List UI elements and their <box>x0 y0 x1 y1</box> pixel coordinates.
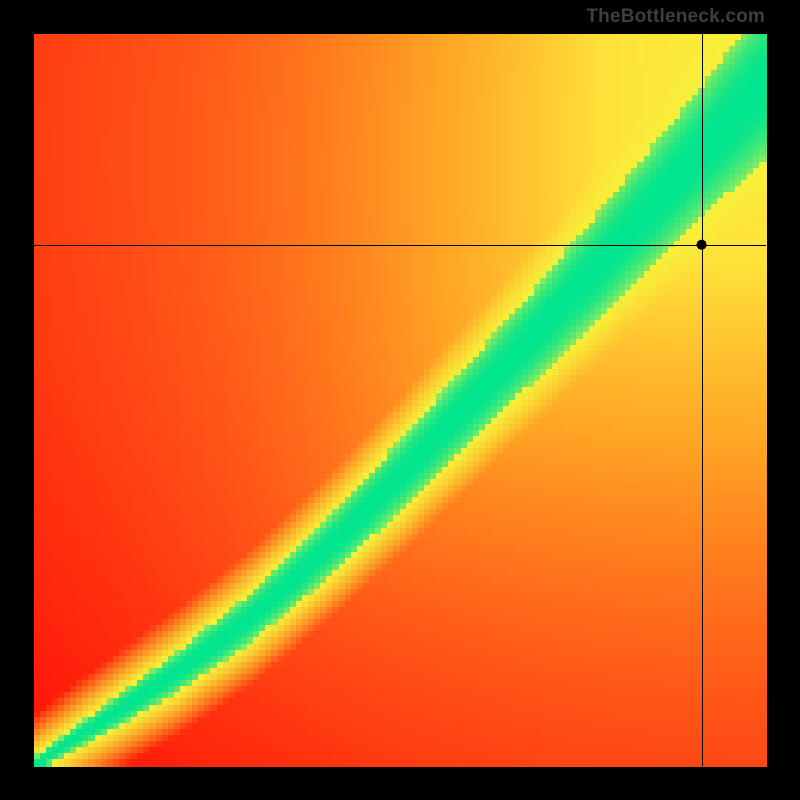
bottleneck-heatmap-canvas <box>0 0 800 800</box>
bottleneck-heatmap-container: TheBottleneck.com <box>0 0 800 800</box>
watermark-text: TheBottleneck.com <box>586 6 765 28</box>
